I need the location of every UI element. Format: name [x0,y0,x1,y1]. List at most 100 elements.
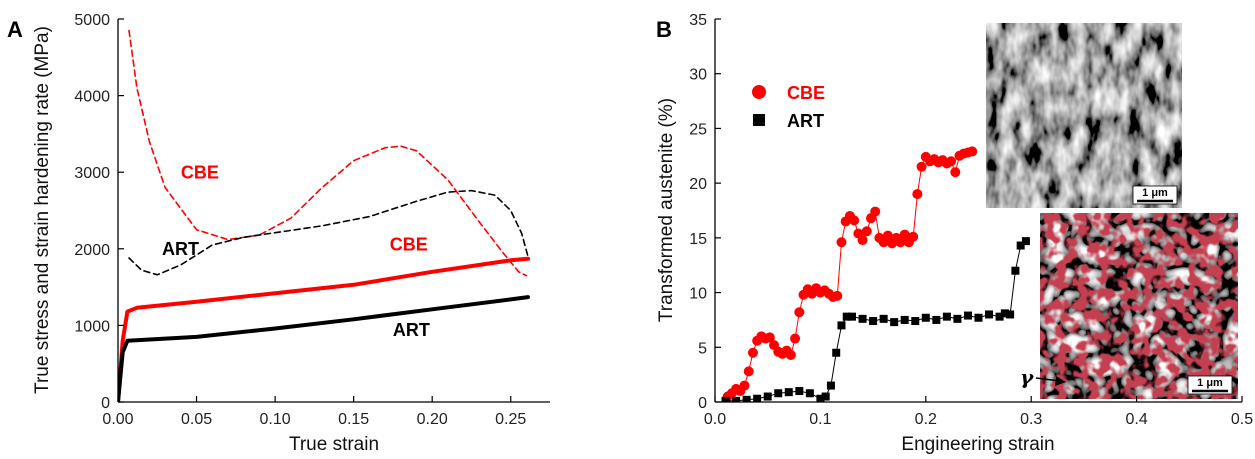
panel-b-y-tick-label: 35 [689,12,707,29]
panel-b-x-tick-label: 0.4 [1125,411,1147,428]
panel-b-cbe-point [895,237,906,248]
panel-a-y-tick-label: 3000 [74,165,110,182]
panel-b-art-point [805,389,814,398]
panel-b-art-point [879,314,888,323]
panel-b-art-point [911,317,920,326]
panel-a-series-art-dashed [128,189,529,276]
panel-a-x-label: True strain [289,434,379,455]
inset-bottom-scale-label: 1 μm [1197,377,1223,389]
panel-b-series-art [721,237,1030,402]
panel-b-cbe-point [950,167,961,178]
panel-b-cbe-point [857,235,868,246]
panel-b-art-point [832,348,841,357]
panel-a-annotation-0: CBE [181,162,219,182]
inset-micrograph-bottom: 1 μm γ [1020,213,1238,399]
inset-top-scale-label: 1 μm [1142,187,1168,199]
panel-b-art-point [942,312,951,321]
legend-cbe-label: CBE [787,83,825,103]
legend-art-marker [753,114,765,126]
panel-b-cbe-point [908,231,919,242]
panel-b-art-point [826,381,835,390]
panel-a-x-tick-label: 0.25 [495,411,526,428]
panel-b-y-tick-label: 10 [689,286,707,303]
panel-a-label: A [7,17,23,42]
panel-b-art-point [869,317,878,326]
panel-b-art-point [921,313,930,322]
panel-b-cbe-point [794,307,805,318]
inset-micrograph-top: 1 μm [986,23,1182,208]
panel-b-art-point [721,396,730,402]
panel-a-x-tick-label: 0.20 [417,411,448,428]
panel-b-art-point [1016,241,1025,250]
panel-b-cbe-point [764,332,775,343]
panel-b-x-tick-label: 0.0 [704,411,726,428]
panel-b-cbe-point [916,161,927,172]
panel-b-x-tick-label: 0.3 [1020,411,1042,428]
panel-b-art-point [848,312,857,321]
panel-a-series-art-solid-thick [118,295,530,402]
panel-a-y-tick-label: 4000 [74,89,110,106]
panel-b-y-tick-label: 0 [698,395,707,412]
panel-b-art-point [985,310,994,319]
panel-b-y-tick-label: 25 [689,121,707,138]
panel-b-art-point [837,321,846,330]
panel-b-cbe-point [836,237,847,248]
panel-b-art-point [753,394,762,402]
panel-a-y-tick-label: 2000 [74,242,110,259]
panel-b-cbe-point [743,366,754,377]
panel-a-series-cbe-solid-thick [118,256,530,402]
panel-a-x-tick-label: 0.00 [102,411,133,428]
panel-b-art-point [742,395,751,402]
panel-b-y-ticks: 0 5 10 15 20 25 30 35 [689,12,721,412]
panel-b-cbe-point [882,230,893,241]
panel-b-art-point [774,389,783,398]
panel-b-art-point [900,315,909,324]
panel-b-art-point [1021,237,1030,246]
panel-b-art-point [890,318,899,327]
gamma-phase-label: γ [1020,365,1034,389]
panel-b-series [721,146,1030,402]
panel-b-x-label: Engineering strain [901,434,1054,455]
panel-b-cbe-point [747,347,758,358]
panel-a-annotation-2: CBE [390,234,428,254]
panel-b-label: B [656,17,672,42]
panel-b-legend: CBE ART [752,83,825,131]
panel-a-x-ticks: 0.00 0.05 0.10 0.15 0.20 0.25 [102,396,526,428]
panel-b-art-point [795,387,804,396]
panel-b-x-ticks: 0.0 0.1 0.2 0.3 0.4 0.5 [704,396,1253,428]
panel-b-y-tick-label: 5 [698,340,707,357]
panel-b-cbe-point [861,226,872,237]
panel-b-cbe-point [870,206,881,217]
panel-b: B 1 μm 1 μm γ CBE ART [656,12,1253,455]
panel-a-series-cbe-dashed [128,29,528,277]
panel-a-x-tick-label: 0.05 [181,411,212,428]
panel-b-y-tick-label: 30 [689,67,707,84]
panel-a-y-tick-label: 0 [101,395,110,412]
panel-b-art-point [974,313,983,322]
panel-b-art-point [732,396,741,402]
panel-b-art-point [842,312,851,321]
panel-b-cbe-point [946,156,957,167]
panel-b-cbe-point [967,146,978,157]
panel-b-y-label: Transformed austenite (%) [656,98,677,322]
panel-b-art-point [821,392,830,401]
legend-art-label: ART [787,111,824,131]
panel-b-art-point [932,315,941,324]
panel-b-art-point [963,311,972,320]
panel-b-x-tick-label: 0.5 [1231,411,1253,428]
panel-b-cbe-point [912,189,923,200]
panel-a-x-tick-label: 0.10 [260,411,291,428]
panel-b-y-tick-label: 20 [689,176,707,193]
panel-b-cbe-point [785,349,796,360]
panel-a-x-tick-label: 0.15 [338,411,369,428]
panel-b-art-point [763,392,772,401]
panel-b-x-tick-label: 0.2 [915,411,937,428]
panel-b-series-cbe [722,146,978,402]
panel-a-y-tick-label: 1000 [74,318,110,335]
panel-b-cbe-point [832,290,843,301]
panel-b-cbe-point [739,380,750,391]
panel-b-art-point [858,314,867,323]
panel-b-cbe-line [727,150,973,397]
